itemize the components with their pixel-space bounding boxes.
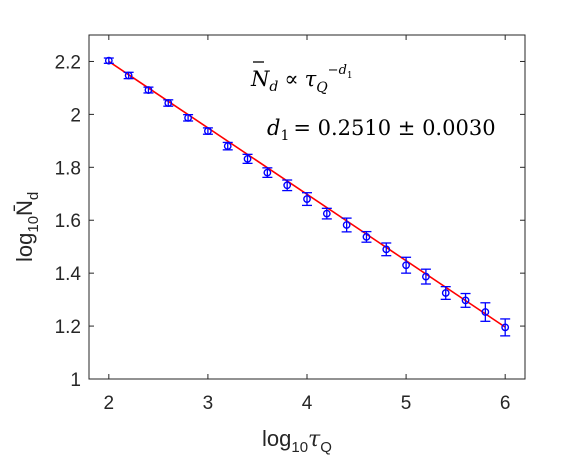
point-marker — [362, 233, 371, 241]
point-marker — [243, 154, 252, 163]
point-marker — [422, 272, 430, 281]
y-tick-label: 1 — [70, 370, 81, 391]
plot-frame — [88, 34, 526, 380]
point-marker — [481, 308, 490, 316]
data-point — [262, 167, 273, 179]
point-marker — [124, 71, 133, 80]
data-point — [163, 99, 174, 107]
data-point — [420, 268, 431, 285]
point-marker — [461, 296, 470, 305]
data-point — [183, 113, 194, 122]
point-marker — [223, 142, 232, 151]
data-point — [381, 242, 392, 257]
data-point — [242, 153, 253, 164]
data-point — [123, 71, 134, 80]
annotation-scaling-law: Nd ∝ τQ−d1 — [250, 63, 353, 96]
point-marker — [322, 209, 331, 218]
point-marker — [342, 221, 351, 229]
point-marker — [441, 289, 450, 297]
data-point — [103, 56, 114, 65]
point-marker — [104, 56, 113, 65]
data-point — [440, 285, 451, 301]
plot-area — [89, 35, 525, 379]
x-axis-label: log10τQ — [262, 426, 332, 456]
x-tick-label: 4 — [302, 393, 313, 414]
point-marker — [263, 168, 272, 177]
y-tick-label: 2 — [70, 105, 81, 126]
data-point — [321, 207, 332, 220]
point-marker — [501, 323, 510, 332]
data-point — [302, 192, 312, 207]
point-marker — [184, 113, 192, 122]
data-point — [143, 86, 154, 94]
y-tick-label: 1.8 — [55, 158, 81, 179]
annotation-exponent: d1 = 0.2510 ± 0.0030 — [267, 116, 496, 144]
y-tick-label: 1.6 — [55, 211, 81, 232]
data-point — [282, 179, 293, 192]
x-tick-label: 3 — [203, 393, 214, 414]
data-point — [361, 230, 372, 243]
y-tick-label: 2.2 — [55, 52, 81, 73]
data-point — [202, 127, 213, 135]
point-marker — [382, 245, 391, 254]
y-tick-label: 1.2 — [55, 317, 81, 338]
point-marker — [303, 195, 311, 203]
point-marker — [402, 261, 410, 270]
data-series — [103, 56, 511, 337]
x-tick-label: 2 — [104, 393, 115, 414]
y-tick-label: 1.4 — [55, 264, 82, 285]
point-marker — [204, 127, 212, 135]
y-axis-label: log10N̄d — [12, 192, 42, 262]
x-tick-label: 6 — [500, 393, 511, 414]
data-point — [341, 217, 352, 233]
data-point — [480, 302, 491, 322]
x-tick-labels: 2 3 4 5 6 — [104, 393, 511, 414]
data-point — [222, 141, 233, 151]
point-marker — [164, 99, 173, 107]
point-marker — [144, 86, 153, 94]
x-tick-label: 5 — [401, 393, 412, 414]
data-point — [401, 256, 412, 274]
data-point — [460, 292, 471, 308]
point-marker — [283, 181, 292, 190]
data-point — [500, 318, 511, 337]
y-tick-labels: 1 1.2 1.4 1.6 1.8 2 2.2 — [55, 52, 82, 391]
